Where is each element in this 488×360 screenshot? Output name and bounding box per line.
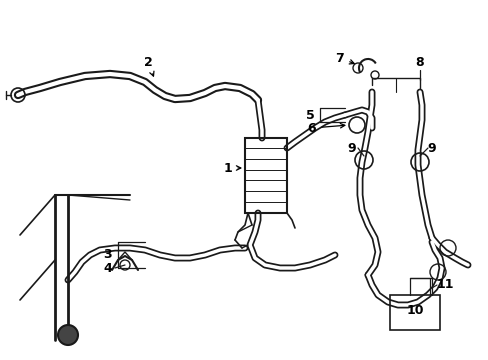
Text: 10: 10 (406, 303, 423, 316)
Text: 3: 3 (103, 248, 112, 261)
Text: 9: 9 (427, 141, 435, 154)
Bar (389, 295, 439, 330)
Text: 2: 2 (143, 55, 154, 76)
Bar (244, 138, 286, 213)
Text: 6: 6 (307, 122, 344, 135)
Text: 4: 4 (103, 261, 112, 275)
Text: 1: 1 (223, 162, 240, 175)
Text: 11: 11 (435, 279, 453, 292)
Text: 9: 9 (347, 141, 356, 154)
Text: 8: 8 (415, 55, 424, 68)
Text: 5: 5 (305, 108, 314, 122)
Circle shape (58, 325, 78, 345)
Text: 7: 7 (335, 51, 353, 64)
